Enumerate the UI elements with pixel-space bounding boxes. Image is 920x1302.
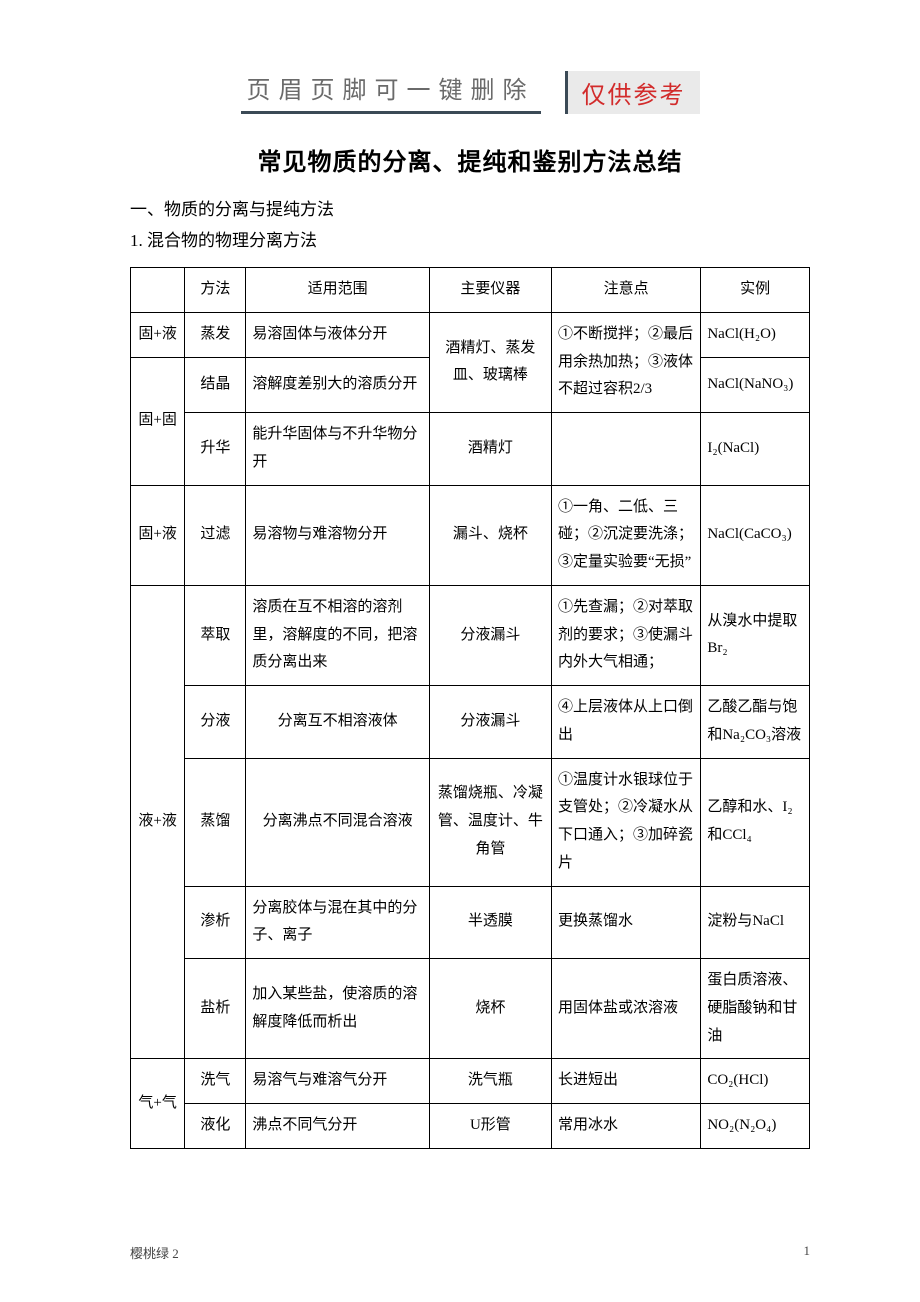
cell-instruments: 分液漏斗 (429, 585, 551, 685)
table-row: 液+液 萃取 溶质在互不相溶的溶剂里，溶解度的不同，把溶质分离出来 分液漏斗 ①… (131, 585, 810, 685)
col-header-example: 实例 (701, 268, 810, 313)
cell-method: 液化 (185, 1104, 246, 1149)
section-1-1-heading: 1. 混合物的物理分离方法 (130, 226, 810, 251)
cell-example: 蛋白质溶液、硬脂酸钠和甘油 (701, 959, 810, 1059)
page-footer: 樱桃绿 2 1 (130, 1243, 810, 1262)
cell-example: 乙醇和水、I₂和CCl₄ (701, 758, 810, 886)
cell-example: CO₂(HCl) (701, 1059, 810, 1104)
cell-method: 蒸馏 (185, 758, 246, 886)
cell-method: 渗析 (185, 886, 246, 959)
page-title: 常见物质的分离、提纯和鉴别方法总结 (130, 142, 810, 177)
cell-scope: 分离沸点不同混合溶液 (246, 758, 429, 886)
cell-notes: ①温度计水银球位于支管处；②冷凝水从下口通入；③加碎瓷片 (551, 758, 700, 886)
cell-scope: 易溶固体与液体分开 (246, 312, 429, 357)
table-row: 气+气 洗气 易溶气与难溶气分开 洗气瓶 长进短出 CO₂(HCl) (131, 1059, 810, 1104)
col-header-category (131, 268, 185, 313)
cell-category: 固+液 (131, 312, 185, 357)
cell-example: 从溴水中提取Br₂ (701, 585, 810, 685)
cell-scope: 分离互不相溶液体 (246, 686, 429, 759)
cell-category: 液+液 (131, 585, 185, 1059)
cell-instruments: 分液漏斗 (429, 686, 551, 759)
cell-example: 淀粉与NaCl (701, 886, 810, 959)
cell-method: 分液 (185, 686, 246, 759)
cell-method: 盐析 (185, 959, 246, 1059)
cell-scope: 溶质在互不相溶的溶剂里，溶解度的不同，把溶质分离出来 (246, 585, 429, 685)
col-header-scope: 适用范围 (246, 268, 429, 313)
col-header-notes: 注意点 (551, 268, 700, 313)
cell-notes: ①一角、二低、三碰；②沉淀要洗涤；③定量实验要“无损” (551, 485, 700, 585)
cell-example: 乙酸乙酯与饱和Na₂CO₃溶液 (701, 686, 810, 759)
cell-notes (551, 413, 700, 486)
cell-scope: 溶解度差别大的溶质分开 (246, 357, 429, 413)
table-row: 分液 分离互不相溶液体 分液漏斗 ④上层液体从上口倒出 乙酸乙酯与饱和Na₂CO… (131, 686, 810, 759)
cell-example: NaCl(NaNO₃) (701, 357, 810, 413)
cell-notes: ①先查漏；②对萃取剂的要求；③使漏斗内外大气相通； (551, 585, 700, 685)
cell-instruments: 酒精灯、蒸发皿、玻璃棒 (429, 312, 551, 412)
header-left-text: 页眉页脚可一键删除 (241, 70, 541, 114)
cell-instruments: 漏斗、烧杯 (429, 485, 551, 585)
header-right-badge: 仅供参考 (565, 71, 700, 114)
cell-scope: 易溶物与难溶物分开 (246, 485, 429, 585)
cell-category: 固+固 (131, 357, 185, 485)
cell-notes: ①不断搅拌；②最后用余热加热；③液体不超过容积2/3 (551, 312, 700, 412)
cell-instruments: 烧杯 (429, 959, 551, 1059)
cell-notes: 长进短出 (551, 1059, 700, 1104)
cell-method: 结晶 (185, 357, 246, 413)
cell-instruments: U形管 (429, 1104, 551, 1149)
cell-instruments: 洗气瓶 (429, 1059, 551, 1104)
cell-scope: 加入某些盐，使溶质的溶解度降低而析出 (246, 959, 429, 1059)
cell-example: NaCl(CaCO₃) (701, 485, 810, 585)
table-row: 液化 沸点不同气分开 U形管 常用冰水 NO₂(N₂O₄) (131, 1104, 810, 1149)
footer-page-number: 1 (804, 1243, 811, 1262)
cell-method: 蒸发 (185, 312, 246, 357)
table-row: 固+液 过滤 易溶物与难溶物分开 漏斗、烧杯 ①一角、二低、三碰；②沉淀要洗涤；… (131, 485, 810, 585)
table-row: 渗析 分离胶体与混在其中的分子、离子 半透膜 更换蒸馏水 淀粉与NaCl (131, 886, 810, 959)
table-header-row: 方法 适用范围 主要仪器 注意点 实例 (131, 268, 810, 313)
cell-example: I₂(NaCl) (701, 413, 810, 486)
cell-method: 升华 (185, 413, 246, 486)
cell-example: NO₂(N₂O₄) (701, 1104, 810, 1149)
cell-scope: 分离胶体与混在其中的分子、离子 (246, 886, 429, 959)
page-header: 页眉页脚可一键删除 仅供参考 (130, 70, 810, 120)
cell-notes: 用固体盐或浓溶液 (551, 959, 700, 1059)
cell-instruments: 蒸馏烧瓶、冷凝管、温度计、牛角管 (429, 758, 551, 886)
cell-notes: ④上层液体从上口倒出 (551, 686, 700, 759)
col-header-instruments: 主要仪器 (429, 268, 551, 313)
cell-notes: 更换蒸馏水 (551, 886, 700, 959)
table-row: 蒸馏 分离沸点不同混合溶液 蒸馏烧瓶、冷凝管、温度计、牛角管 ①温度计水银球位于… (131, 758, 810, 886)
cell-category: 固+液 (131, 485, 185, 585)
footer-left: 樱桃绿 2 (130, 1243, 179, 1262)
cell-scope: 沸点不同气分开 (246, 1104, 429, 1149)
cell-scope: 能升华固体与不升华物分开 (246, 413, 429, 486)
cell-method: 洗气 (185, 1059, 246, 1104)
table-row: 固+液 蒸发 易溶固体与液体分开 酒精灯、蒸发皿、玻璃棒 ①不断搅拌；②最后用余… (131, 312, 810, 357)
cell-notes: 常用冰水 (551, 1104, 700, 1149)
cell-scope: 易溶气与难溶气分开 (246, 1059, 429, 1104)
table-row: 升华 能升华固体与不升华物分开 酒精灯 I₂(NaCl) (131, 413, 810, 486)
section-1-heading: 一、物质的分离与提纯方法 (130, 195, 810, 220)
table-row: 盐析 加入某些盐，使溶质的溶解度降低而析出 烧杯 用固体盐或浓溶液 蛋白质溶液、… (131, 959, 810, 1059)
cell-instruments: 酒精灯 (429, 413, 551, 486)
cell-example: NaCl(H₂O) (701, 312, 810, 357)
cell-method: 萃取 (185, 585, 246, 685)
cell-method: 过滤 (185, 485, 246, 585)
separation-methods-table: 方法 适用范围 主要仪器 注意点 实例 固+液 蒸发 易溶固体与液体分开 酒精灯… (130, 267, 810, 1149)
cell-category: 气+气 (131, 1059, 185, 1149)
col-header-method: 方法 (185, 268, 246, 313)
cell-instruments: 半透膜 (429, 886, 551, 959)
